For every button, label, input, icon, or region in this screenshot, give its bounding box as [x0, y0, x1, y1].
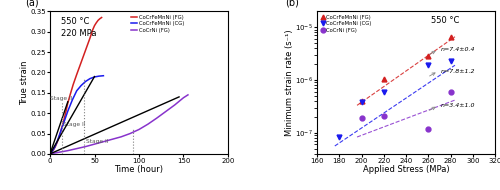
Text: Stage II: Stage II — [64, 122, 86, 127]
Text: n=3.4±1.0: n=3.4±1.0 — [440, 103, 475, 108]
Text: (a): (a) — [25, 0, 38, 8]
Legend: CoCrFeMnNi (FG), CoCrFeMnNi (CG), CoCrNi (FG): CoCrFeMnNi (FG), CoCrFeMnNi (CG), CoCrNi… — [320, 13, 374, 35]
Legend: CoCrFeMnNi (FG), CoCrFeMnNi (CG), CoCrNi (FG): CoCrFeMnNi (FG), CoCrFeMnNi (CG), CoCrNi… — [129, 13, 186, 35]
Text: n=7.4±0.4: n=7.4±0.4 — [440, 47, 475, 52]
X-axis label: Applied Stress (MPa): Applied Stress (MPa) — [362, 165, 450, 174]
Y-axis label: True strain: True strain — [20, 60, 28, 105]
Text: Stage II: Stage II — [50, 96, 73, 101]
Text: n=7.8±1.2: n=7.8±1.2 — [440, 69, 475, 74]
Text: Stage II: Stage II — [86, 139, 108, 144]
Text: (b): (b) — [285, 0, 299, 8]
Y-axis label: Minimum strain rate (s⁻¹): Minimum strain rate (s⁻¹) — [284, 29, 294, 136]
Text: 550 °C
220 MPa: 550 °C 220 MPa — [60, 17, 96, 38]
X-axis label: Time (hour): Time (hour) — [114, 165, 164, 174]
Text: 550 °C: 550 °C — [431, 16, 460, 25]
